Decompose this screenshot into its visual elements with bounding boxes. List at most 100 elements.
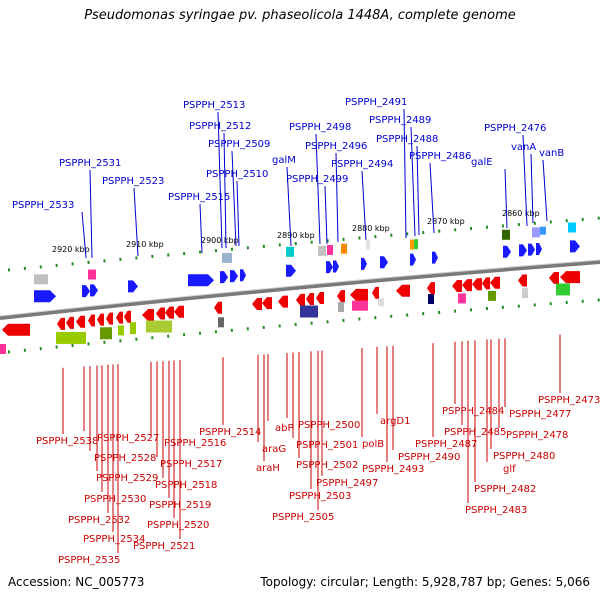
summary-text: Topology: circular; Length: 5,928,787 bp…	[260, 575, 590, 589]
feature-block	[56, 331, 86, 344]
bottom-label-pspph-2518: PSPPH_2518	[155, 480, 217, 491]
top-label-pspph-2491: PSPPH_2491	[345, 97, 407, 108]
bottom-label-pspph-2503: PSPPH_2503	[289, 491, 351, 502]
feature-block	[532, 227, 540, 238]
top-leader-line	[522, 134, 528, 227]
reverse-gene-arrow	[214, 301, 222, 314]
reverse-gene-arrow	[490, 276, 500, 289]
top-label-vanb: vanB	[539, 148, 564, 159]
map-title: Pseudomonas syringae pv. phaseolicola 14…	[84, 8, 516, 23]
feature-block	[352, 300, 368, 311]
feature-block	[366, 239, 370, 250]
forward-gene-arrow	[34, 290, 56, 303]
forward-gene-arrow	[240, 269, 246, 282]
feature-block	[300, 305, 318, 318]
bottom-label-pspph-2532: PSPPH_2532	[68, 515, 130, 526]
reverse-gene-arrow	[57, 317, 65, 330]
top-leader-line	[199, 203, 203, 254]
top-leader-line	[324, 185, 328, 245]
top-label-pspph-2513: PSPPH_2513	[183, 100, 245, 111]
feature-block	[540, 226, 546, 235]
top-label-pspph-2476: PSPPH_2476	[484, 123, 546, 134]
reverse-gene-arrow	[262, 297, 272, 310]
top-label-gale: galE	[471, 157, 493, 168]
reverse-gene-arrow	[252, 298, 262, 311]
bottom-label-glf: glf	[503, 464, 516, 475]
feature-block	[502, 229, 510, 240]
tick-label-2900-kbp: 2900 kbp	[201, 236, 239, 245]
reverse-gene-arrow	[518, 274, 527, 287]
feature-block	[556, 283, 570, 296]
bottom-label-pspph-2487: PSPPH_2487	[415, 439, 477, 450]
top-leader-line	[217, 111, 223, 249]
top-leader-line	[416, 145, 420, 236]
top-leader-line	[315, 133, 321, 245]
feature-block	[88, 269, 96, 280]
bottom-label-pspph-2516: PSPPH_2516	[164, 438, 226, 449]
accession-text: Accession: NC_005773	[8, 575, 145, 589]
reverse-gene-arrow	[560, 271, 580, 284]
top-label-pspph-2496: PSPPH_2496	[305, 141, 367, 152]
top-label-pspph-2509: PSPPH_2509	[208, 139, 270, 150]
top-label-pspph-2512: PSPPH_2512	[189, 121, 251, 132]
forward-gene-arrow	[220, 271, 228, 284]
reverse-gene-arrow	[427, 282, 435, 295]
reverse-gene-arrow	[116, 311, 123, 324]
reverse-gene-arrow	[452, 279, 462, 292]
forward-gene-arrow	[432, 251, 438, 264]
bottom-label-pspph-2529: PSPPH_2529	[96, 473, 158, 484]
reverse-gene-arrow	[396, 284, 410, 297]
bottom-label-pspph-2521: PSPPH_2521	[133, 541, 195, 552]
upper-tick-track	[7, 216, 600, 272]
bottom-label-pspph-2505: PSPPH_2505	[272, 512, 334, 523]
feature-block	[130, 322, 136, 335]
top-label-pspph-2488: PSPPH_2488	[376, 134, 438, 145]
bottom-label-pspph-2538: PSPPH_2538	[36, 436, 98, 447]
reverse-gene-arrow	[156, 307, 165, 320]
feature-block	[338, 301, 344, 312]
forward-gene-arrow	[380, 256, 388, 269]
forward-gene-arrow	[82, 285, 90, 298]
reverse-gene-arrow	[2, 323, 30, 336]
feature-block	[410, 239, 414, 250]
top-label-pspph-2494: PSPPH_2494	[331, 159, 393, 170]
top-label-pspph-2498: PSPPH_2498	[289, 122, 351, 133]
reverse-gene-arrow	[549, 271, 559, 284]
forward-gene-arrow	[90, 284, 98, 297]
top-leader-line	[504, 168, 508, 229]
feature-block	[414, 239, 418, 250]
reverse-gene-arrow	[97, 313, 104, 326]
top-leader-line	[133, 187, 139, 257]
top-leader-line	[81, 211, 87, 259]
top-label-pspph-2515: PSPPH_2515	[168, 192, 230, 203]
genome-backbone-highlight	[0, 259, 600, 317]
forward-gene-arrow	[361, 257, 367, 270]
reverse-gene-arrow	[296, 293, 305, 306]
feature-block	[428, 294, 434, 305]
bottom-label-pspph-2500: PSPPH_2500	[298, 420, 360, 431]
bottom-label-pspph-2497: PSPPH_2497	[316, 478, 378, 489]
feature-block	[34, 274, 48, 285]
forward-gene-arrow	[230, 270, 238, 283]
top-leader-line	[236, 180, 240, 247]
reverse-gene-arrow	[482, 277, 490, 290]
tick-label-2870-kbp: 2870 kbp	[427, 217, 465, 226]
reverse-gene-arrow	[76, 315, 85, 328]
bottom-label-abp: abP	[275, 423, 294, 434]
feature-block	[286, 246, 294, 257]
reverse-gene-arrow	[337, 290, 345, 303]
forward-gene-arrow	[188, 274, 214, 287]
forward-gene-arrow	[536, 243, 542, 256]
bottom-label-argd1: argD1	[380, 416, 410, 427]
top-label-pspph-2510: PSPPH_2510	[206, 169, 268, 180]
feature-block	[378, 298, 384, 307]
feature-block	[458, 293, 466, 304]
bottom-label-pspph-2473: PSPPH_2473	[538, 395, 600, 406]
reverse-gene-arrow	[462, 279, 472, 292]
top-leader-line	[223, 132, 227, 249]
top-leader-line	[530, 153, 534, 224]
genome-backbone	[0, 260, 600, 320]
top-label-pspph-2533: PSPPH_2533	[12, 200, 74, 211]
reverse-gene-arrow	[278, 295, 288, 308]
